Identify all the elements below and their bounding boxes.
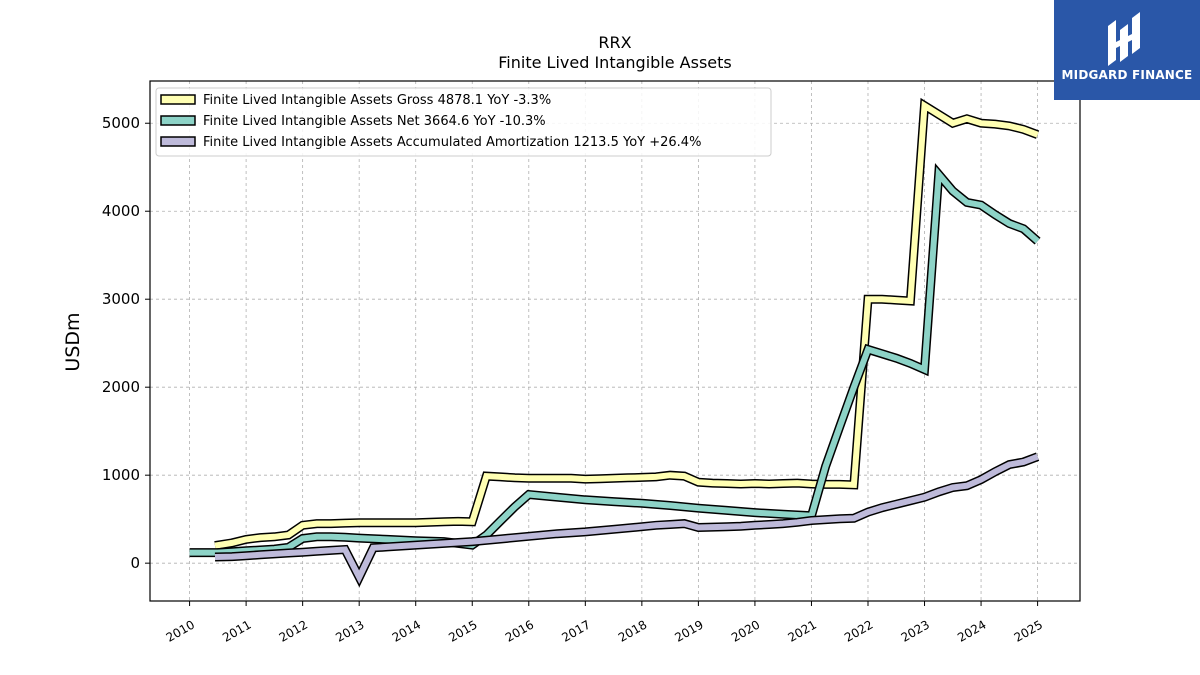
legend-label-net: Finite Lived Intangible Assets Net 3664.… bbox=[203, 114, 546, 129]
grid-lines bbox=[150, 81, 1080, 601]
series-line-gross-fill bbox=[214, 100, 1039, 549]
legend-swatch-amortization bbox=[160, 136, 196, 147]
y-tick-label: 1000 bbox=[102, 466, 140, 484]
x-tick-label: 2021 bbox=[786, 617, 819, 644]
x-tick-label: 2020 bbox=[729, 617, 762, 644]
plot-frame bbox=[149, 80, 1081, 602]
x-tick-label: 2010 bbox=[164, 617, 197, 644]
x-tick-label: 2011 bbox=[220, 617, 253, 644]
x-axis-ticks: 2010 2011 2012 2013 2014 2015 2016 2017 2018 2019… bbox=[164, 601, 1045, 645]
x-tick-label: 2017 bbox=[559, 617, 592, 644]
legend-label-amortization: Finite Lived Intangible Assets Accumulat… bbox=[203, 135, 701, 150]
x-tick-label: 2025 bbox=[1012, 617, 1045, 644]
legend-label-gross: Finite Lived Intangible Assets Gross 487… bbox=[203, 93, 551, 108]
legend-swatch-net bbox=[160, 115, 196, 126]
x-tick-label: 2015 bbox=[446, 617, 479, 644]
y-tick-label: 5000 bbox=[102, 114, 140, 132]
x-tick-label: 2014 bbox=[390, 617, 423, 644]
x-tick-label: 2023 bbox=[899, 617, 932, 644]
x-tick-label: 2012 bbox=[277, 617, 310, 644]
brand-name: MIDGARD FINANCE bbox=[1061, 68, 1193, 82]
series-line-net bbox=[189, 162, 1041, 558]
legend-swatch-gross bbox=[160, 94, 196, 105]
legend-box bbox=[155, 87, 772, 157]
x-tick-label: 2022 bbox=[842, 617, 875, 644]
y-tick-label: 4000 bbox=[102, 202, 140, 220]
x-tick-label: 2019 bbox=[672, 617, 705, 644]
series-line-gross bbox=[214, 97, 1040, 551]
x-tick-label: 2013 bbox=[333, 617, 366, 644]
chart-subtitle: Finite Lived Intangible Assets bbox=[498, 53, 731, 72]
brand-logo: MIDGARD FINANCE bbox=[1054, 0, 1200, 100]
series-line-amortization-fill bbox=[214, 453, 1039, 584]
legend: Finite Lived Intangible Assets Gross 487… bbox=[155, 87, 772, 157]
brand-logo-icon bbox=[1108, 12, 1140, 66]
series-lines bbox=[189, 97, 1041, 588]
x-tick-label: 2016 bbox=[503, 617, 536, 644]
x-tick-label: 2024 bbox=[955, 617, 988, 644]
series-line-amortization bbox=[214, 452, 1040, 588]
series-line-net-fill bbox=[189, 166, 1040, 556]
y-tick-label: 0 bbox=[130, 554, 140, 572]
y-axis-ticks: 0 1000 2000 3000 4000 5000 bbox=[102, 114, 150, 572]
y-tick-label: 2000 bbox=[102, 378, 140, 396]
y-axis-label: USDm bbox=[62, 312, 84, 371]
x-tick-label: 2018 bbox=[616, 617, 649, 644]
y-tick-label: 3000 bbox=[102, 290, 140, 308]
chart-title: RRX bbox=[598, 33, 631, 52]
